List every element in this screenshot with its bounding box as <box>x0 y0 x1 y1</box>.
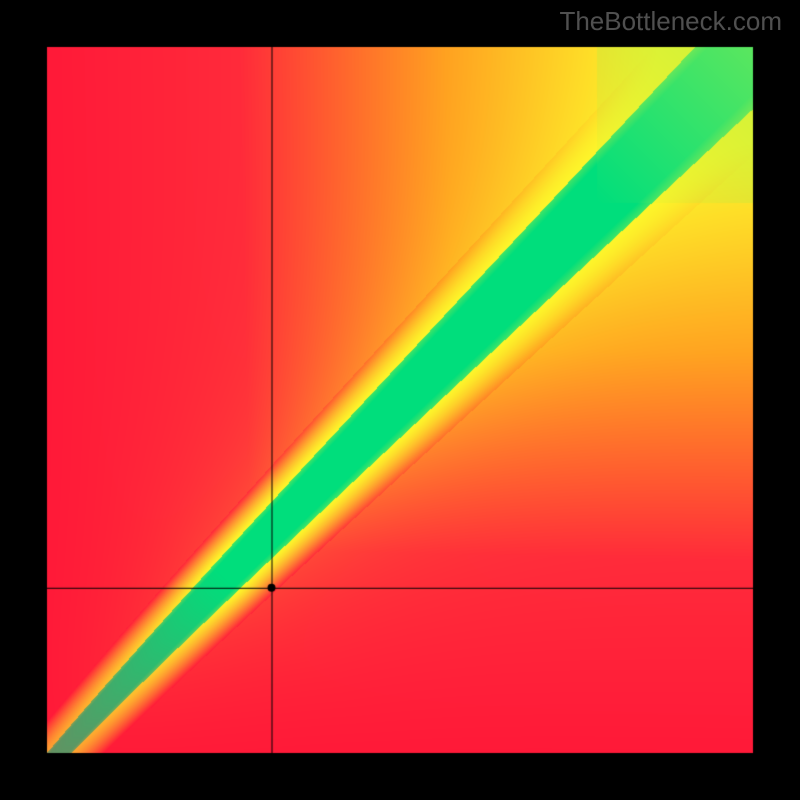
heatmap-canvas <box>0 0 800 800</box>
heatmap-container: TheBottleneck.com <box>0 0 800 800</box>
watermark-text: TheBottleneck.com <box>559 6 782 37</box>
